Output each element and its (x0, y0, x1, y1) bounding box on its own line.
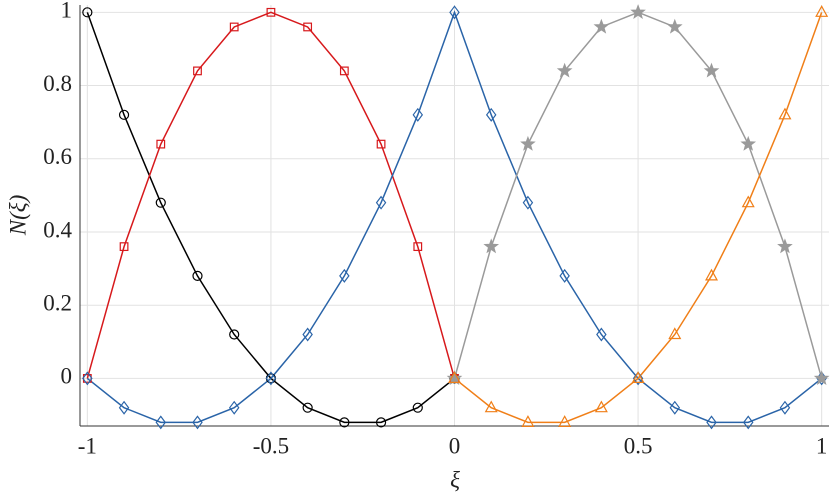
marker (593, 18, 610, 34)
marker (666, 18, 683, 34)
series-line (86, 10, 823, 424)
marker (302, 402, 313, 413)
marker (520, 135, 536, 151)
marker (192, 270, 203, 282)
x-tick-label: 1 (816, 433, 828, 458)
marker (119, 242, 129, 252)
marker (630, 4, 646, 19)
marker (229, 22, 239, 32)
marker (413, 242, 423, 252)
marker (447, 371, 462, 384)
marker (339, 417, 350, 428)
marker (192, 415, 203, 430)
marker (82, 7, 93, 18)
marker (118, 400, 130, 415)
marker (266, 7, 276, 17)
marker (594, 400, 608, 413)
marker (704, 268, 719, 281)
marker (742, 415, 754, 430)
y-tick-label: 1 (61, 0, 73, 23)
marker (815, 5, 829, 17)
x-tick-label: -1 (78, 433, 97, 458)
marker (632, 371, 644, 386)
marker (155, 197, 166, 208)
marker (813, 370, 830, 386)
marker (228, 400, 240, 415)
marker (522, 195, 534, 210)
y-tick-label: 0 (61, 364, 73, 389)
marker (375, 417, 387, 428)
marker (412, 107, 424, 122)
marker (375, 195, 387, 210)
marker (193, 66, 202, 76)
marker (777, 238, 793, 254)
marker (156, 139, 166, 149)
series-line (86, 11, 456, 379)
marker (596, 327, 607, 342)
y-tick-label: 0.8 (43, 71, 72, 96)
y-tick-label: 0.2 (43, 290, 72, 315)
marker (82, 371, 93, 386)
x-tick-label: 0.5 (624, 433, 653, 458)
y-axis-label: N(ξ) (5, 195, 30, 237)
marker (446, 370, 463, 386)
x-tick-label: -0.5 (253, 433, 289, 458)
marker (706, 415, 717, 430)
marker (556, 62, 573, 78)
marker (631, 371, 645, 384)
marker (339, 268, 350, 283)
marker (155, 415, 167, 430)
x-axis-label: ξ (450, 467, 460, 492)
marker (669, 400, 681, 415)
marker (484, 400, 498, 413)
marker (118, 109, 130, 120)
marker (265, 371, 277, 386)
marker (412, 402, 423, 413)
marker (303, 22, 313, 32)
x-tick-label: 0 (449, 433, 461, 458)
marker (559, 268, 570, 283)
marker (376, 139, 386, 149)
series-line (454, 12, 823, 424)
marker (449, 5, 460, 20)
marker (483, 238, 500, 254)
marker (741, 195, 755, 208)
y-tick-label: 0.6 (43, 144, 72, 169)
marker (485, 107, 497, 122)
marker (339, 66, 349, 76)
marker (668, 327, 682, 340)
marker (302, 327, 313, 342)
marker (740, 135, 757, 151)
marker (558, 415, 572, 427)
y-tick-label: 0.4 (43, 217, 72, 242)
marker (778, 107, 792, 120)
marker (521, 415, 535, 427)
marker (229, 329, 240, 340)
marker (703, 62, 720, 78)
marker (779, 400, 791, 415)
